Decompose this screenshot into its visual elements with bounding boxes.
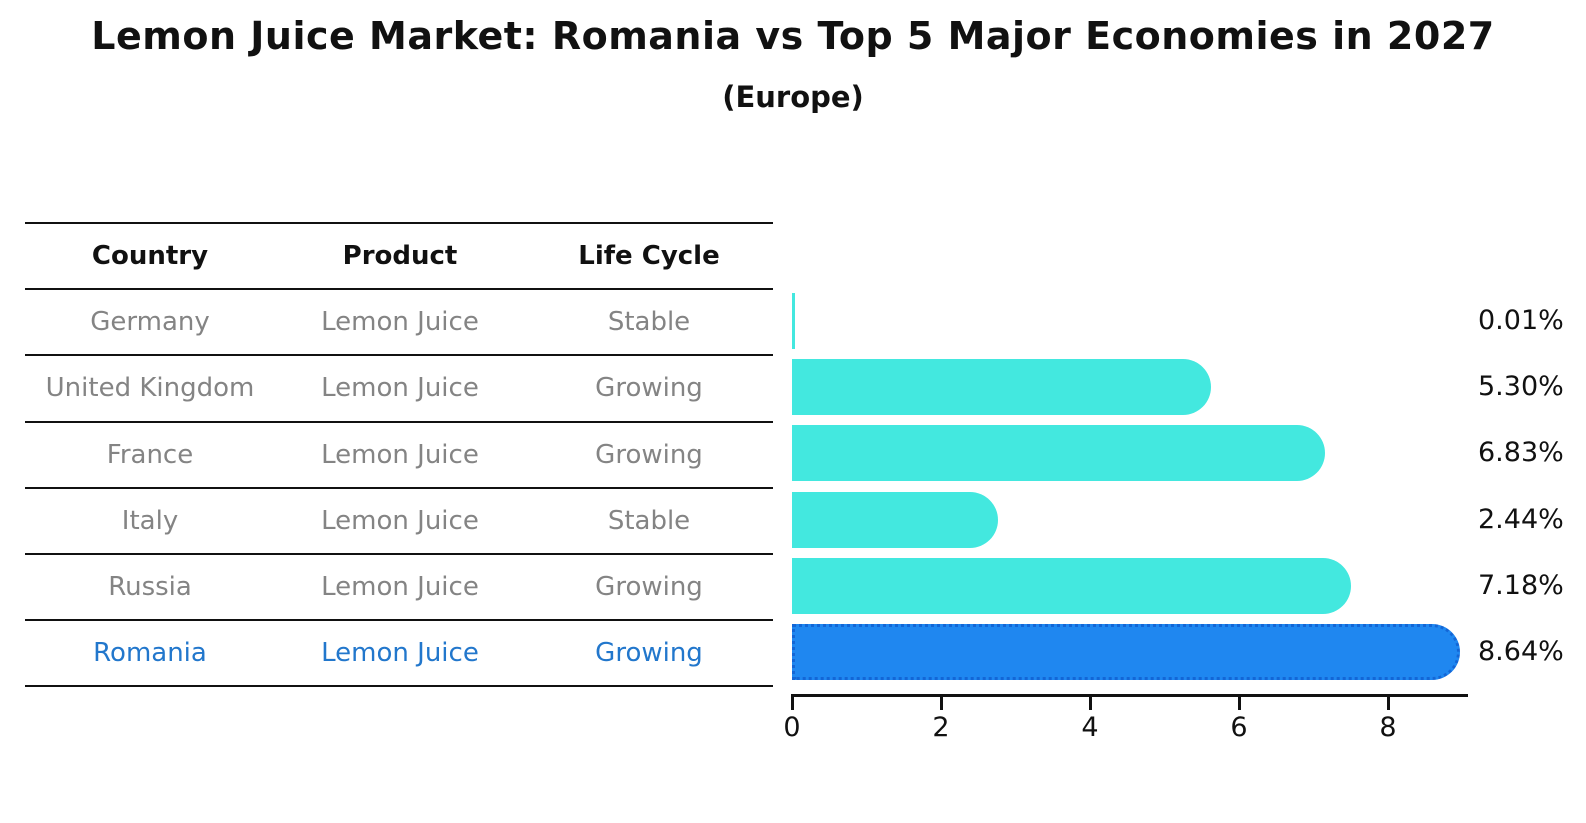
value-label-united-kingdom: 5.30% (1478, 371, 1564, 403)
cell-life-cycle: Growing (595, 439, 703, 470)
cell-life-cycle: Stable (607, 307, 691, 338)
x-axis-tick-6 (1237, 694, 1241, 710)
value-label-russia: 7.18% (1478, 569, 1564, 601)
value-label-france: 6.83% (1478, 437, 1564, 469)
column-header-country: Country (91, 241, 209, 272)
x-axis-tick-label-0: 0 (783, 712, 801, 743)
cell-country: Romania (93, 638, 207, 669)
value-label-romania: 8.64% (1478, 636, 1564, 667)
table-row-germany: Germany Lemon Juice Stable (25, 290, 773, 357)
x-axis-tick-2 (939, 694, 943, 710)
cell-country: Germany (90, 307, 210, 338)
table-row-romania: Romania Lemon Juice Growing (25, 621, 773, 688)
cell-country: France (106, 439, 194, 470)
cell-country: United Kingdom (45, 373, 255, 404)
table-header-row: Country Product Life Cycle (25, 224, 773, 291)
x-axis-tick-0 (790, 694, 794, 710)
cell-product: Lemon Juice (321, 505, 479, 536)
country-table: Country Product Life Cycle Germany Lemon … (25, 222, 773, 688)
chart-subtitle: (Europe) (722, 80, 864, 114)
x-axis-tick-label-6: 6 (1230, 712, 1248, 743)
bar-germany (792, 293, 795, 349)
cell-product: Lemon Juice (321, 373, 479, 404)
x-axis-tick-8 (1386, 694, 1390, 710)
table-row-france: France Lemon Juice Growing (25, 423, 773, 489)
table-row-united-kingdom: United Kingdom Lemon Juice Growing (25, 356, 773, 423)
cell-country: Russia (108, 572, 192, 603)
table-row-italy: Italy Lemon Juice Stable (25, 489, 773, 555)
table-body: Germany Lemon Juice Stable United Kingdom Le… (25, 290, 773, 688)
cell-product: Lemon Juice (321, 572, 479, 603)
bar-russia (792, 557, 1351, 614)
cell-product: Lemon Juice (321, 307, 479, 338)
cell-life-cycle: Stable (607, 505, 691, 536)
bar-italy (792, 491, 998, 548)
value-label-germany: 0.01% (1478, 305, 1564, 336)
x-axis-tick-4 (1088, 694, 1092, 710)
chart-title: Lemon Juice Market: Romania vs Top 5 Maj… (91, 14, 1495, 58)
x-axis-tick-label-8: 8 (1379, 712, 1397, 743)
x-axis-tick-label-4: 4 (1081, 712, 1099, 743)
cell-country: Italy (121, 505, 179, 536)
x-axis-tick-label-2: 2 (932, 712, 950, 743)
cell-life-cycle: Growing (595, 373, 703, 404)
cell-product: Lemon Juice (321, 638, 479, 669)
bar-united-kingdom (792, 359, 1211, 416)
bar-romania (792, 624, 1460, 680)
cell-product: Lemon Juice (321, 439, 479, 470)
cell-life-cycle: Growing (595, 638, 703, 669)
x-axis-line (792, 694, 1468, 697)
cell-life-cycle: Growing (595, 572, 703, 603)
column-header-product: Product (342, 241, 458, 272)
column-header-life-cycle: Life Cycle (578, 241, 720, 272)
bar-france (792, 425, 1325, 482)
value-label-italy: 2.44% (1478, 503, 1564, 535)
table-row-russia: Russia Lemon Juice Growing (25, 555, 773, 622)
